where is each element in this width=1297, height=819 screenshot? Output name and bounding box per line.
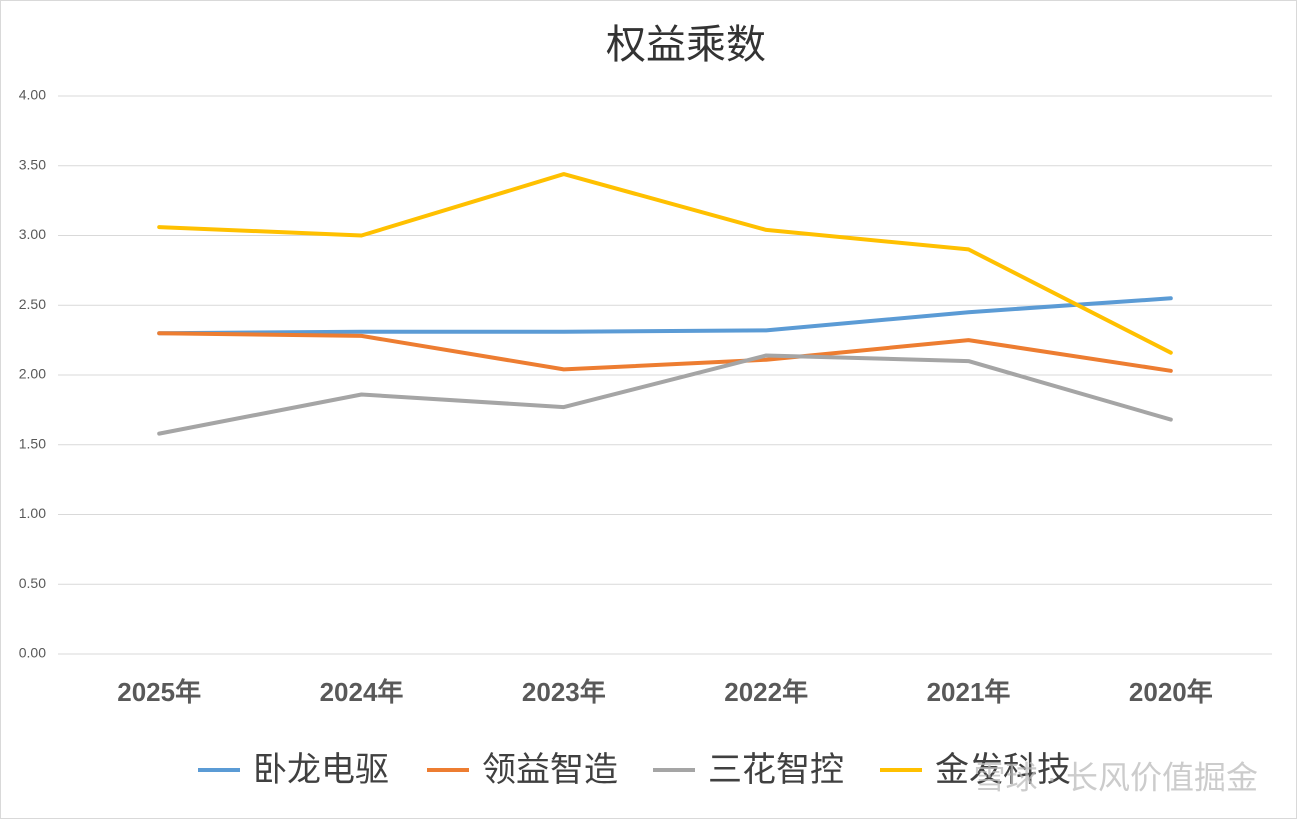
watermark: 雪球 · 长风价值掘金 xyxy=(974,759,1258,795)
y-tick-label: 2.50 xyxy=(19,296,46,312)
legend-label: 三花智控 xyxy=(708,750,844,790)
y-tick-label: 1.50 xyxy=(19,435,46,451)
y-tick-label: 2.00 xyxy=(19,366,46,382)
series-line xyxy=(157,172,1173,355)
x-tick-label: 2022年 xyxy=(724,677,808,707)
x-tick-label: 2023年 xyxy=(522,677,606,707)
series-line xyxy=(157,353,1173,436)
y-tick-label: 0.50 xyxy=(19,575,46,591)
y-tick-label: 0.00 xyxy=(19,645,46,661)
y-tick-label: 1.00 xyxy=(19,505,46,521)
legend-label: 领益智造 xyxy=(482,750,618,790)
y-tick-label: 3.00 xyxy=(19,226,46,242)
y-tick-label: 3.50 xyxy=(19,156,46,172)
series-line xyxy=(157,331,1173,373)
x-tick-label: 2024年 xyxy=(320,677,404,707)
x-tick-label: 2025年 xyxy=(117,677,201,707)
legend-label: 卧龙电驱 xyxy=(253,750,389,790)
chart-title: 权益乘数 xyxy=(606,22,766,68)
legend-label: 金发科技 xyxy=(935,750,1071,790)
x-tick-label: 2020年 xyxy=(1129,677,1213,707)
x-tick-label: 2021年 xyxy=(927,677,1011,707)
series-line xyxy=(157,296,1173,336)
y-tick-label: 4.00 xyxy=(19,87,46,103)
